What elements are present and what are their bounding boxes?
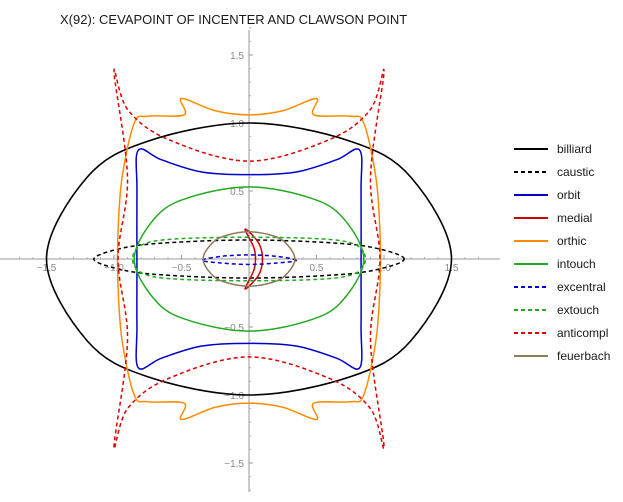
y-tick-label: −1.5 (224, 459, 244, 470)
plot-area (45, 68, 453, 450)
series-extouch (131, 236, 367, 282)
legend-label-anticompl: anticompl (557, 326, 608, 340)
legend-label-excentral: excentral (557, 280, 606, 294)
series-feuerbach (202, 231, 296, 287)
legend-label-orthic: orthic (557, 234, 586, 248)
legend-label-caustic: caustic (557, 165, 594, 179)
y-tick-label: 1.5 (230, 51, 244, 62)
axes: −1.5 −1.0 −0.5 0.5 1.0 1.51.51.00.5−0.5−1.0−1… (0, 27, 500, 492)
x-tick-label: 0.5 (310, 263, 324, 274)
legend-label-feuerbach: feuerbach (557, 349, 610, 363)
series-excentral (201, 254, 297, 266)
legend-label-orbit: orbit (557, 188, 581, 202)
series-intouch (133, 186, 365, 332)
series-anticompl (113, 68, 385, 450)
legend-label-medial: medial (557, 211, 592, 225)
legend-label-billiard: billiard (557, 142, 592, 156)
y-tick-label: 1.0 (230, 119, 244, 130)
y-tick-label: −0.5 (224, 323, 244, 334)
x-tick-label: −0.5 (172, 263, 192, 274)
series-caustic (93, 239, 405, 279)
legend-label-extouch: extouch (557, 303, 599, 317)
series-orbit (135, 148, 363, 370)
series-medial (244, 228, 264, 290)
series-orthic (116, 97, 382, 421)
series-billiard (45, 122, 453, 396)
legend: billiard caustic orbit medial orthic intouch e… (514, 142, 610, 363)
y-tick-label: −1.0 (224, 391, 244, 402)
y-tick-label: 0.5 (230, 187, 244, 198)
x-tick-label: 1.5 (445, 263, 459, 274)
legend-label-intouch: intouch (557, 257, 596, 271)
chart-title: X(92): CEVAPOINT OF INCENTER AND CLAWSON… (60, 12, 407, 27)
